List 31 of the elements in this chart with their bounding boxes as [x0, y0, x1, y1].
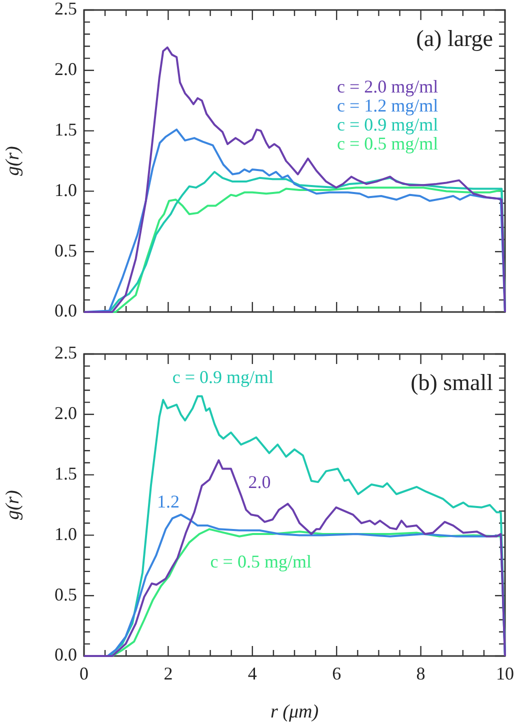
y-tick-label: 0.5 [54, 240, 77, 260]
y-axis-title: g(r) [2, 146, 24, 176]
text: c = 1.2 mg/ml [337, 96, 438, 116]
y-tick-label: 2.5 [54, 342, 77, 363]
y-tick-label: 0.0 [54, 644, 77, 665]
y-tick-label: 1.0 [54, 524, 77, 544]
text: (a) large [416, 26, 493, 52]
series-label: c = 0.9 mg/ml [172, 366, 274, 387]
text: c = 2.0 mg/ml [337, 76, 438, 97]
y-tick-label: 1.0 [54, 180, 77, 200]
series-label: 1.2 [156, 491, 180, 512]
series-label: c = 0.5 mg/ml [337, 134, 438, 154]
y-tick-label: 1.5 [54, 120, 77, 140]
y-tick-label: 2.0 [54, 59, 77, 80]
y-tick-label: 2.5 [54, 0, 77, 19]
text: (b) small [410, 370, 493, 396]
y-tick-label: 0.5 [54, 584, 77, 604]
x-tick-label: 0 [80, 664, 88, 684]
x-tick-label: 2 [164, 664, 173, 684]
x-tick-label: 6 [332, 664, 342, 684]
y-tick-label: 2.0 [54, 403, 77, 424]
y-axis-title: g(r) [2, 490, 24, 520]
x-tick-label: 4 [248, 664, 257, 684]
y-tick-label: 0.0 [54, 300, 77, 321]
series-label: 2.0 [248, 472, 271, 492]
y-tick-label: 1.5 [54, 464, 77, 484]
series-label: c = 0.5 mg/ml [210, 552, 312, 572]
x-tick-label: 8 [416, 664, 426, 684]
x-tick-label: 10 [496, 664, 514, 684]
text: c = 0.9 mg/ml [337, 114, 438, 135]
x-axis-title: r (μm) [270, 702, 319, 723]
